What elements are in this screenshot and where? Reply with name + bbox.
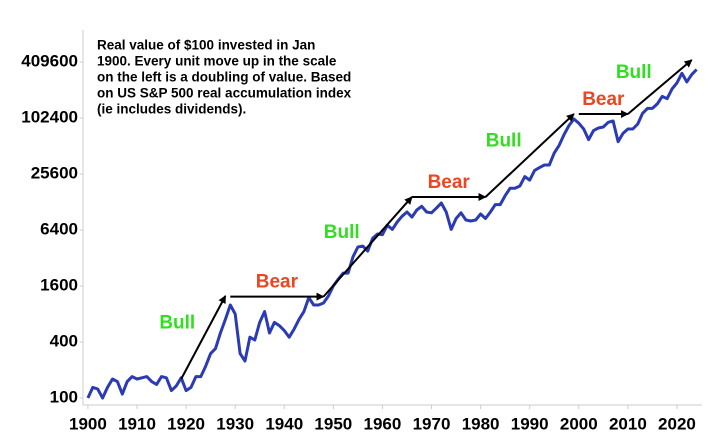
x-tick-label: 2000 [560,414,598,433]
note-text: Real value of $100 invested in Jan [97,38,315,53]
x-tick-label: 1970 [413,414,451,433]
x-tick-label: 1920 [167,414,205,433]
x-tick-label: 1980 [462,414,500,433]
data-line [86,68,698,400]
note-text: on the left is a doubling of value. Base… [97,70,351,85]
trend-label: Bear [428,172,471,193]
note-text: on US S&P 500 real accumulation index [97,86,352,101]
x-tick-label: 1900 [69,414,107,433]
trend-label: Bull [159,313,195,334]
trend-label: Bull [486,131,522,152]
trend-label: Bear [582,89,625,110]
y-tick-label: 25600 [31,163,78,182]
trend-arrow [627,59,693,115]
trend-label: Bear [256,272,299,293]
y-tick-label: 100 [50,387,78,406]
note-text: 1900. Every unit move up in the scale [97,54,337,69]
trend-arrow [322,196,413,298]
y-tick-label: 409600 [21,51,78,70]
x-tick-label: 1960 [364,414,402,433]
trend-label: Bull [324,222,360,243]
trend-arrow [484,113,575,198]
x-tick-label: 1930 [216,414,254,433]
trend-arrow [180,295,227,380]
y-tick-label: 1600 [40,275,78,294]
note-text: (ie includes dividends). [97,102,246,117]
y-tick-label: 6400 [40,219,78,238]
y-tick-label: 400 [50,331,78,350]
x-tick-label: 1950 [314,414,352,433]
x-tick-label: 1910 [118,414,156,433]
trend-label: Bull [616,62,652,83]
y-tick-label: 102400 [21,107,78,126]
x-tick-label: 1990 [511,414,549,433]
x-tick-label: 1940 [265,414,303,433]
x-tick-label: 2020 [658,414,696,433]
x-tick-label: 2010 [609,414,647,433]
